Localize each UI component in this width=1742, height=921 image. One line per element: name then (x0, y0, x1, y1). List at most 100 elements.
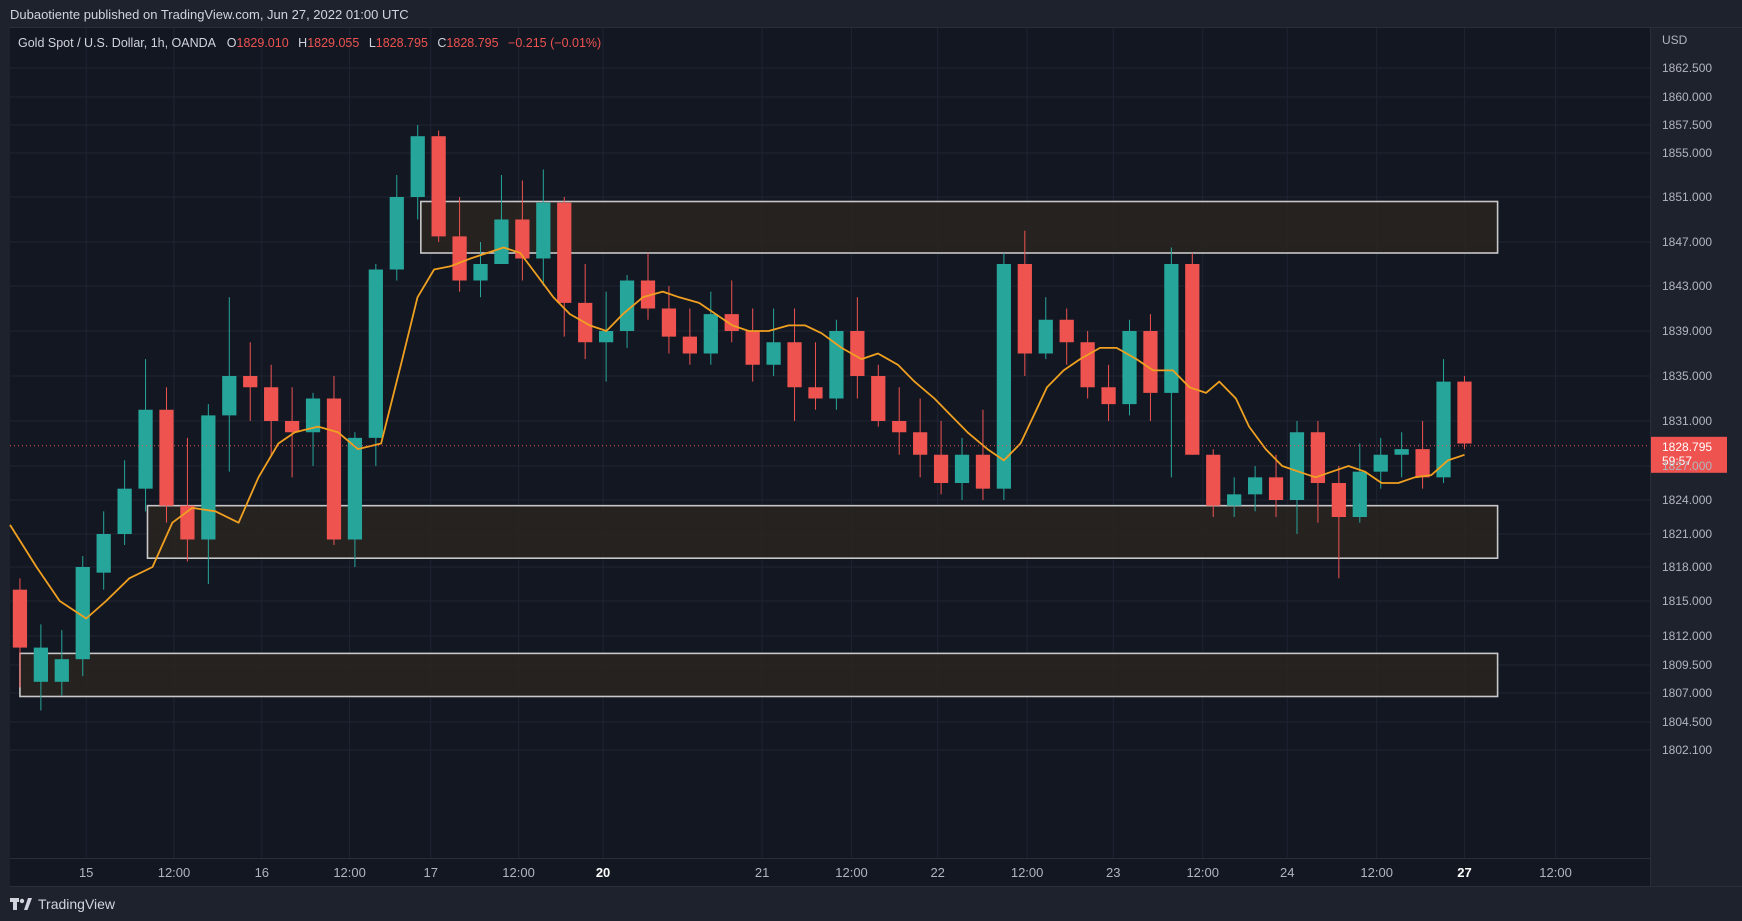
price-tick-label-2: 1857.500 (1662, 118, 1712, 132)
price-tick-label-10: 1827.000 (1662, 459, 1712, 473)
price-tag (1651, 436, 1727, 473)
candle-body (619, 280, 635, 331)
candle-body (33, 647, 48, 682)
candle-body (1415, 449, 1430, 478)
candle-53 (1122, 319, 1137, 416)
candle-11 (243, 342, 258, 421)
candle-body (661, 308, 677, 337)
price-tick-label-5: 1847.000 (1662, 235, 1712, 249)
tradingview-logo[interactable]: TradingView (10, 896, 115, 912)
candle-body (975, 454, 991, 489)
price-tag-timer: 59:57 (1662, 454, 1692, 468)
price-tick-label-8: 1835.000 (1662, 369, 1712, 383)
candle-body (1038, 319, 1053, 354)
candle-body (12, 589, 28, 648)
candle-body (1331, 483, 1346, 517)
supply-demand-zones (19, 200, 1499, 698)
candle-body (96, 534, 111, 573)
candle-46 (975, 409, 991, 500)
candle-body (892, 421, 907, 433)
candle-22 (473, 242, 488, 298)
candle-body (54, 659, 69, 682)
candle-42 (892, 387, 907, 455)
candle-body (138, 409, 153, 489)
candle-9 (201, 404, 216, 584)
price-tick-label-4: 1851.000 (1662, 190, 1712, 204)
candle-59 (1247, 466, 1263, 512)
candle-13 (284, 387, 300, 478)
candle-body (1352, 471, 1367, 517)
candle-15 (326, 376, 342, 545)
candle-36 (766, 308, 781, 376)
high-value: 1829.055 (307, 36, 359, 50)
candle-66 (1394, 432, 1409, 478)
candle-7 (159, 387, 174, 523)
time-tick-label-11: 23 (1106, 865, 1120, 880)
candle-63 (1331, 466, 1346, 579)
candle-body (243, 376, 258, 388)
time-tick-label-4: 17 (424, 865, 438, 880)
time-tick-label-16: 12:00 (1539, 865, 1572, 880)
candle-55 (1164, 247, 1179, 478)
price-tick-label-19: 1802.100 (1662, 743, 1712, 757)
candle-body (1373, 454, 1388, 472)
price-tick-label-15: 1812.000 (1662, 629, 1712, 643)
time-axis[interactable]: 15 12:00 16 12:00 17 12:00 20 21 12:00 22 12:00 23 1… (79, 865, 1572, 880)
zone-2 (19, 652, 1499, 698)
candle-25 (536, 169, 551, 286)
time-tick-label-5: 12:00 (502, 865, 535, 880)
candle-body (682, 336, 697, 354)
candle-44 (933, 421, 949, 495)
candle-body (1436, 381, 1451, 478)
candle-body (1227, 494, 1242, 506)
candle-48 (1017, 230, 1032, 376)
candle-14 (305, 392, 321, 466)
candle-65 (1373, 437, 1388, 489)
candle-body (1394, 449, 1409, 455)
candle-body (368, 269, 383, 438)
ma-line (9, 246, 1465, 620)
candle-62 (1310, 421, 1326, 523)
candle-body (117, 488, 132, 534)
candle-49 (1038, 297, 1053, 360)
candle-35 (745, 308, 760, 382)
candle-body (1164, 264, 1179, 393)
candle-body (410, 136, 425, 197)
time-tick-label-6: 20 (596, 865, 610, 880)
candle-31 (661, 286, 677, 354)
candle-body (1080, 342, 1095, 388)
price-tick-label-14: 1815.000 (1662, 594, 1712, 608)
price-tick-label-13: 1818.000 (1662, 560, 1712, 574)
time-tick-label-2: 16 (255, 865, 269, 880)
candle-body (1122, 331, 1137, 405)
candle-40 (850, 297, 865, 399)
candle-0 (12, 578, 28, 688)
candle-body (431, 136, 446, 237)
candle-body (996, 264, 1012, 489)
price-tick-label-0: 1862.500 (1662, 61, 1712, 75)
price-tag-value: 1828.795 (1662, 440, 1712, 454)
candle-body (1289, 432, 1305, 500)
candle-17 (368, 264, 383, 466)
time-tick-label-1: 12:00 (158, 865, 191, 880)
candle-body (933, 454, 949, 483)
candle-body (284, 421, 300, 433)
candle-body (850, 331, 865, 376)
price-axis[interactable]: USD 1862.500 1860.000 1857.500 1855.000 1851… (1662, 33, 1712, 757)
price-tick-label-3: 1855.000 (1662, 146, 1712, 160)
candle-body (1185, 264, 1200, 455)
candle-body (1101, 387, 1116, 405)
candle-60 (1268, 454, 1284, 517)
candle-69 (1457, 376, 1472, 450)
candle-64 (1352, 443, 1367, 523)
svg-text:Gold Spot / U.S. Dollar, 1h, O: Gold Spot / U.S. Dollar, 1h, OANDA O1829… (18, 36, 601, 50)
zone-1 (146, 504, 1499, 559)
price-tick-label-7: 1839.000 (1662, 324, 1712, 338)
candle-68 (1436, 359, 1451, 483)
candle-28 (599, 291, 614, 382)
candle-body (766, 342, 781, 365)
candle-41 (871, 364, 886, 427)
